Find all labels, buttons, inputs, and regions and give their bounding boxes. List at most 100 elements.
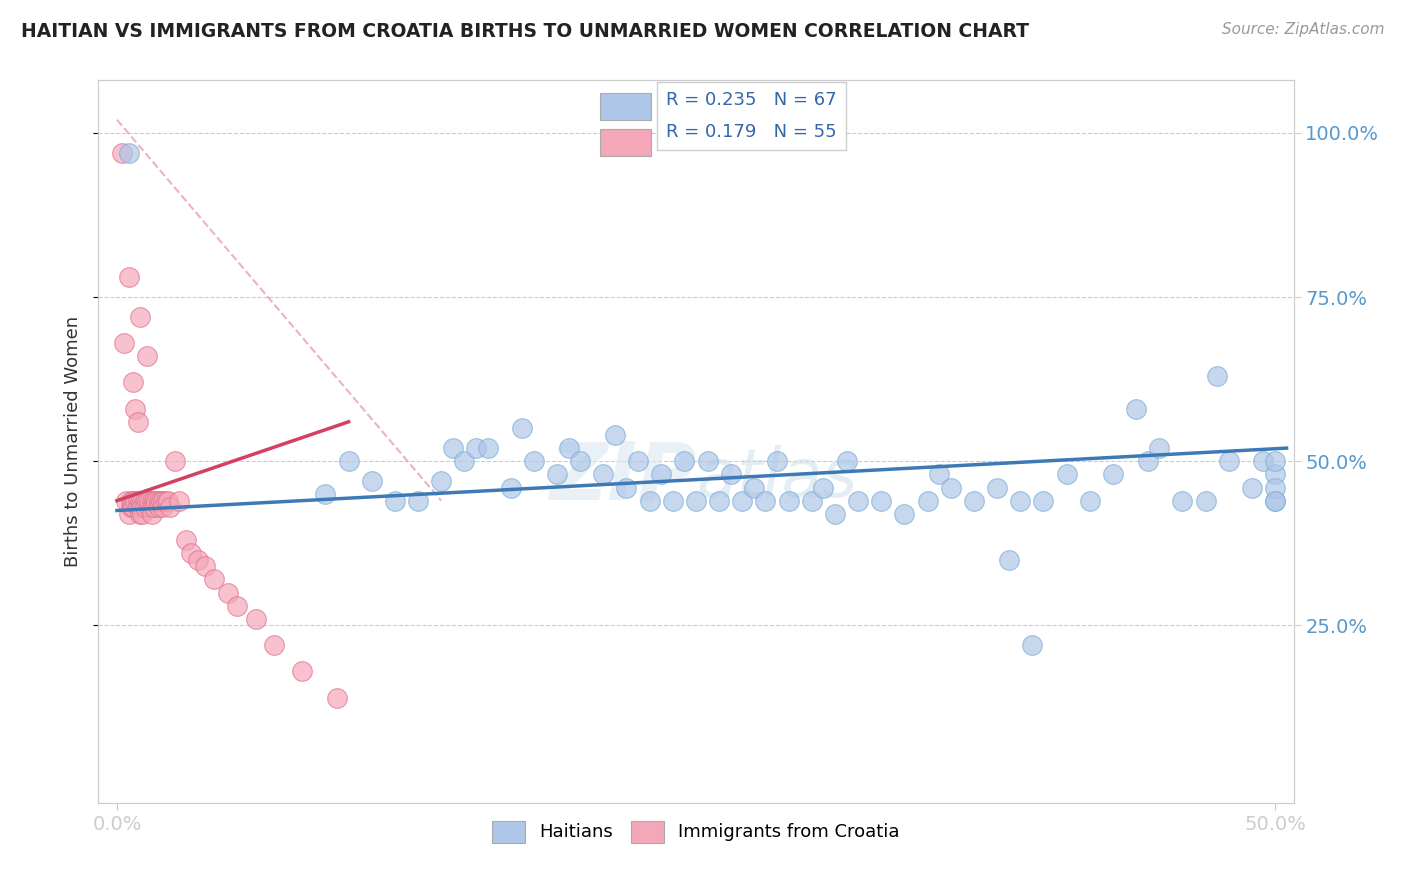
Point [156,493,179,508]
Point [1253,454,1275,468]
Point [152,493,174,508]
Point [465,441,488,455]
Point [1171,493,1194,508]
Point [824,507,846,521]
Point [155,493,177,508]
Point [1056,467,1078,482]
Point [384,493,406,508]
Point [893,507,915,521]
Point [477,441,499,455]
Point [124,401,146,416]
Text: atlas: atlas [696,445,858,510]
Point [226,599,249,613]
Point [291,665,314,679]
Point [117,270,139,285]
Text: Source: ZipAtlas.com: Source: ZipAtlas.com [1222,22,1385,37]
Point [1240,481,1263,495]
Point [523,454,546,468]
Point [546,467,568,482]
Point [1206,368,1229,383]
Point [148,500,170,515]
Point [800,493,823,508]
Point [263,638,285,652]
Point [557,441,579,455]
Y-axis label: Births to Unmarried Women: Births to Unmarried Women [65,316,83,567]
Point [145,493,167,508]
Point [314,487,336,501]
FancyBboxPatch shape [600,93,651,120]
Point [134,493,156,508]
Point [194,559,217,574]
Point [159,500,181,515]
Point [127,415,149,429]
FancyBboxPatch shape [600,128,651,156]
Point [453,454,475,468]
Point [143,500,166,515]
Point [120,500,142,515]
Point [742,481,765,495]
Point [117,145,139,160]
Point [360,474,382,488]
Point [143,493,166,508]
Point [627,454,650,468]
Point [138,493,160,508]
Text: R = 0.235   N = 67
R = 0.179   N = 55: R = 0.235 N = 67 R = 0.179 N = 55 [666,91,837,141]
Point [141,500,163,515]
Point [117,507,139,521]
Point [685,493,707,508]
Point [337,454,360,468]
Point [245,612,267,626]
Point [1194,493,1216,508]
Point [592,467,614,482]
Point [326,690,349,705]
Point [1102,467,1125,482]
Point [1264,493,1286,508]
Point [673,454,696,468]
Point [141,507,163,521]
Point [928,467,950,482]
Point [129,500,152,515]
Point [720,467,742,482]
Point [441,441,464,455]
Point [136,493,159,508]
Text: HAITIAN VS IMMIGRANTS FROM CROATIA BIRTHS TO UNMARRIED WOMEN CORRELATION CHART: HAITIAN VS IMMIGRANTS FROM CROATIA BIRTH… [21,22,1029,41]
Point [731,493,754,508]
Point [650,467,672,482]
Point [187,553,209,567]
Point [202,573,225,587]
Point [997,553,1019,567]
Point [696,454,718,468]
Point [1264,467,1286,482]
Point [134,500,156,515]
Point [986,481,1008,495]
Point [1218,454,1240,468]
Point [136,349,159,363]
Point [131,507,153,521]
Point [778,493,800,508]
Point [131,493,153,508]
Point [870,493,893,508]
Point [846,493,869,508]
Point [1032,493,1054,508]
Point [138,500,160,515]
Point [835,454,858,468]
Point [129,310,152,324]
Point [169,493,191,508]
Point [569,454,592,468]
Point [129,507,152,521]
Point [813,481,835,495]
Point [662,493,685,508]
Point [124,493,146,508]
Point [127,500,149,515]
Point [120,493,142,508]
Point [939,481,962,495]
Point [122,493,145,508]
Point [430,474,453,488]
Point [127,493,149,508]
Point [148,493,170,508]
Point [1125,401,1147,416]
Point [122,376,145,390]
Point [180,546,202,560]
Point [1147,441,1170,455]
Point [510,421,533,435]
